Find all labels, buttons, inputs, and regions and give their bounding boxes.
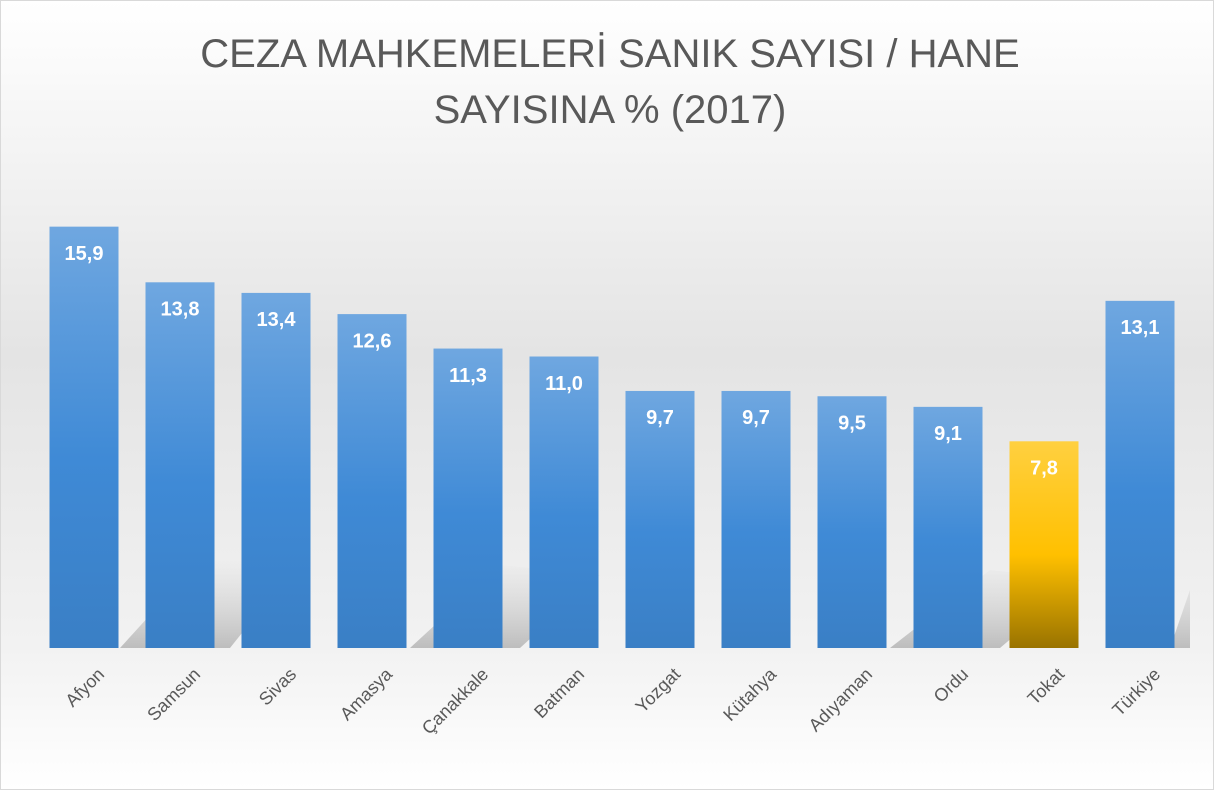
data-label: 9,7 [742, 407, 770, 429]
data-label: 13,1 [1121, 317, 1160, 339]
data-label: 12,6 [353, 330, 392, 352]
data-label: 7,8 [1030, 458, 1058, 480]
bar [529, 356, 599, 648]
data-label: 13,4 [257, 309, 297, 331]
bar [145, 282, 215, 648]
bar [337, 314, 407, 648]
data-label: 15,9 [65, 243, 104, 265]
bar [1009, 441, 1079, 648]
bar [817, 396, 887, 648]
data-label: 11,0 [545, 373, 583, 395]
bar [1105, 300, 1175, 648]
chart-title: CEZA MAHKEMELERİ SANIK SAYISI / HANE SAY… [200, 32, 1020, 132]
bar [433, 348, 503, 648]
bar [625, 390, 695, 648]
bar [721, 390, 791, 648]
bar [913, 406, 983, 648]
bar [49, 226, 119, 648]
data-label: 9,1 [934, 423, 962, 445]
data-label: 11,3 [449, 365, 487, 387]
data-label: 9,7 [646, 407, 674, 429]
bar [241, 292, 311, 648]
data-label: 13,8 [161, 299, 200, 321]
data-label: 9,5 [838, 413, 866, 435]
